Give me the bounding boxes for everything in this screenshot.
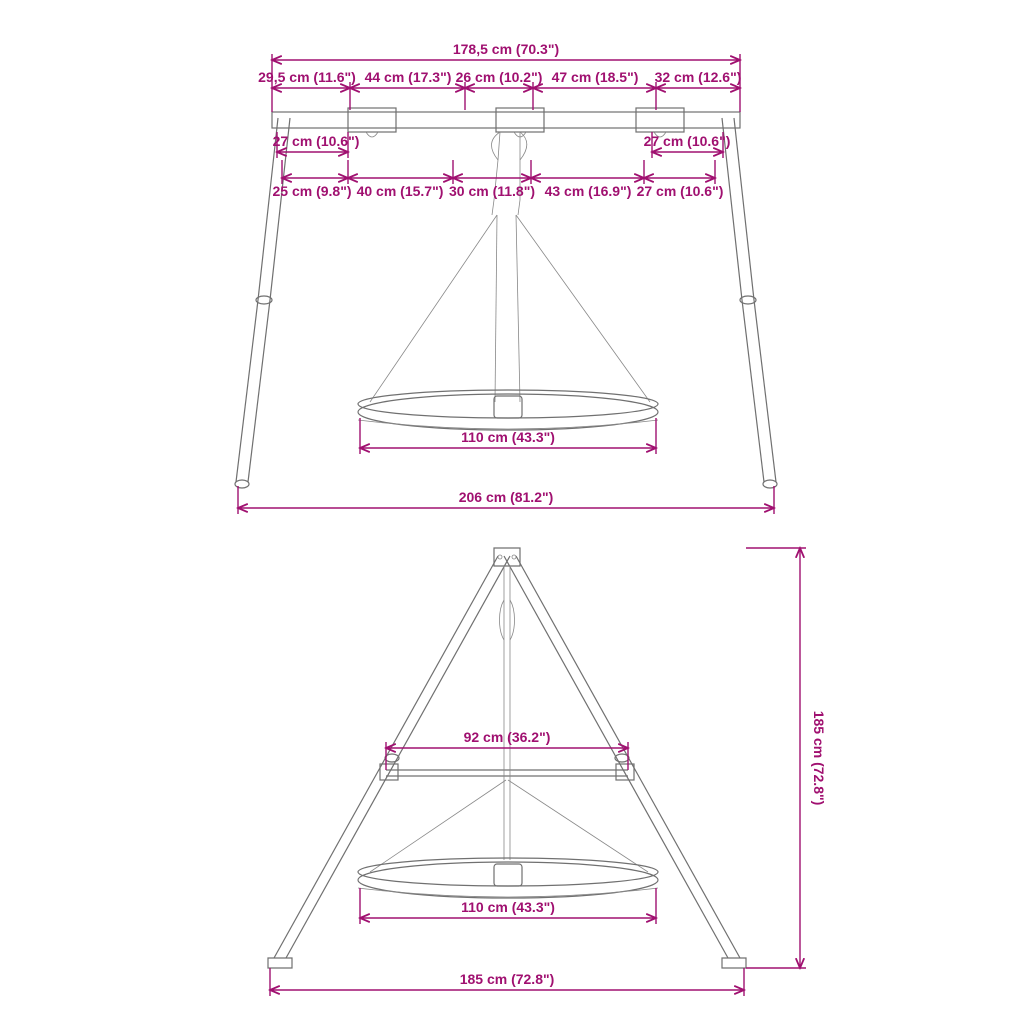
right-leg [722,118,777,488]
dim-top-segments [272,82,740,110]
label-top-seg2: 44 cm (17.3") [365,69,452,85]
seat-front [358,390,658,430]
label-mid-left: 27 cm (10.6") [273,133,360,149]
label-seat-front: 110 cm (43.3") [461,429,555,445]
label-top-seg4: 47 cm (18.5") [552,69,639,85]
side-view: 92 cm (36.2") 110 cm (43.3") 185 cm (72.… [268,548,827,996]
label-mid-seg3: 30 cm (11.8") [449,183,535,199]
top-beam [272,112,740,128]
label-mid-seg2: 40 cm (15.7") [357,183,444,199]
label-mid-right: 27 cm (10.6") [644,133,731,149]
eye-1 [366,132,378,137]
label-mid-seg4: 43 cm (16.9") [545,183,632,199]
straps-front [370,132,650,402]
label-top-seg5: 32 cm (12.6") [655,69,742,85]
front-view: 178,5 cm (70.3") 29,5 cm (11.6") 44 cm (… [235,41,777,514]
label-ground-side: 185 cm (72.8") [460,971,555,987]
label-top-seg1: 29,5 cm (11.6") [258,69,356,85]
label-crossbar: 92 cm (36.2") [464,729,551,745]
label-mid-seg1: 25 cm (9.8") [272,183,351,199]
dim-mid-segments [282,160,715,184]
label-mid-seg5: 27 cm (10.6") [637,183,724,199]
label-top-total: 178,5 cm (70.3") [453,41,559,57]
label-top-seg3: 26 cm (10.2") [456,69,543,85]
label-height: 185 cm (72.8") [811,711,827,806]
drawing-canvas: 178,5 cm (70.3") 29,5 cm (11.6") 44 cm (… [0,0,1024,1024]
seat-side [358,858,658,898]
label-ground-front: 206 cm (81.2") [459,489,554,505]
label-seat-side: 110 cm (43.3") [461,899,555,915]
